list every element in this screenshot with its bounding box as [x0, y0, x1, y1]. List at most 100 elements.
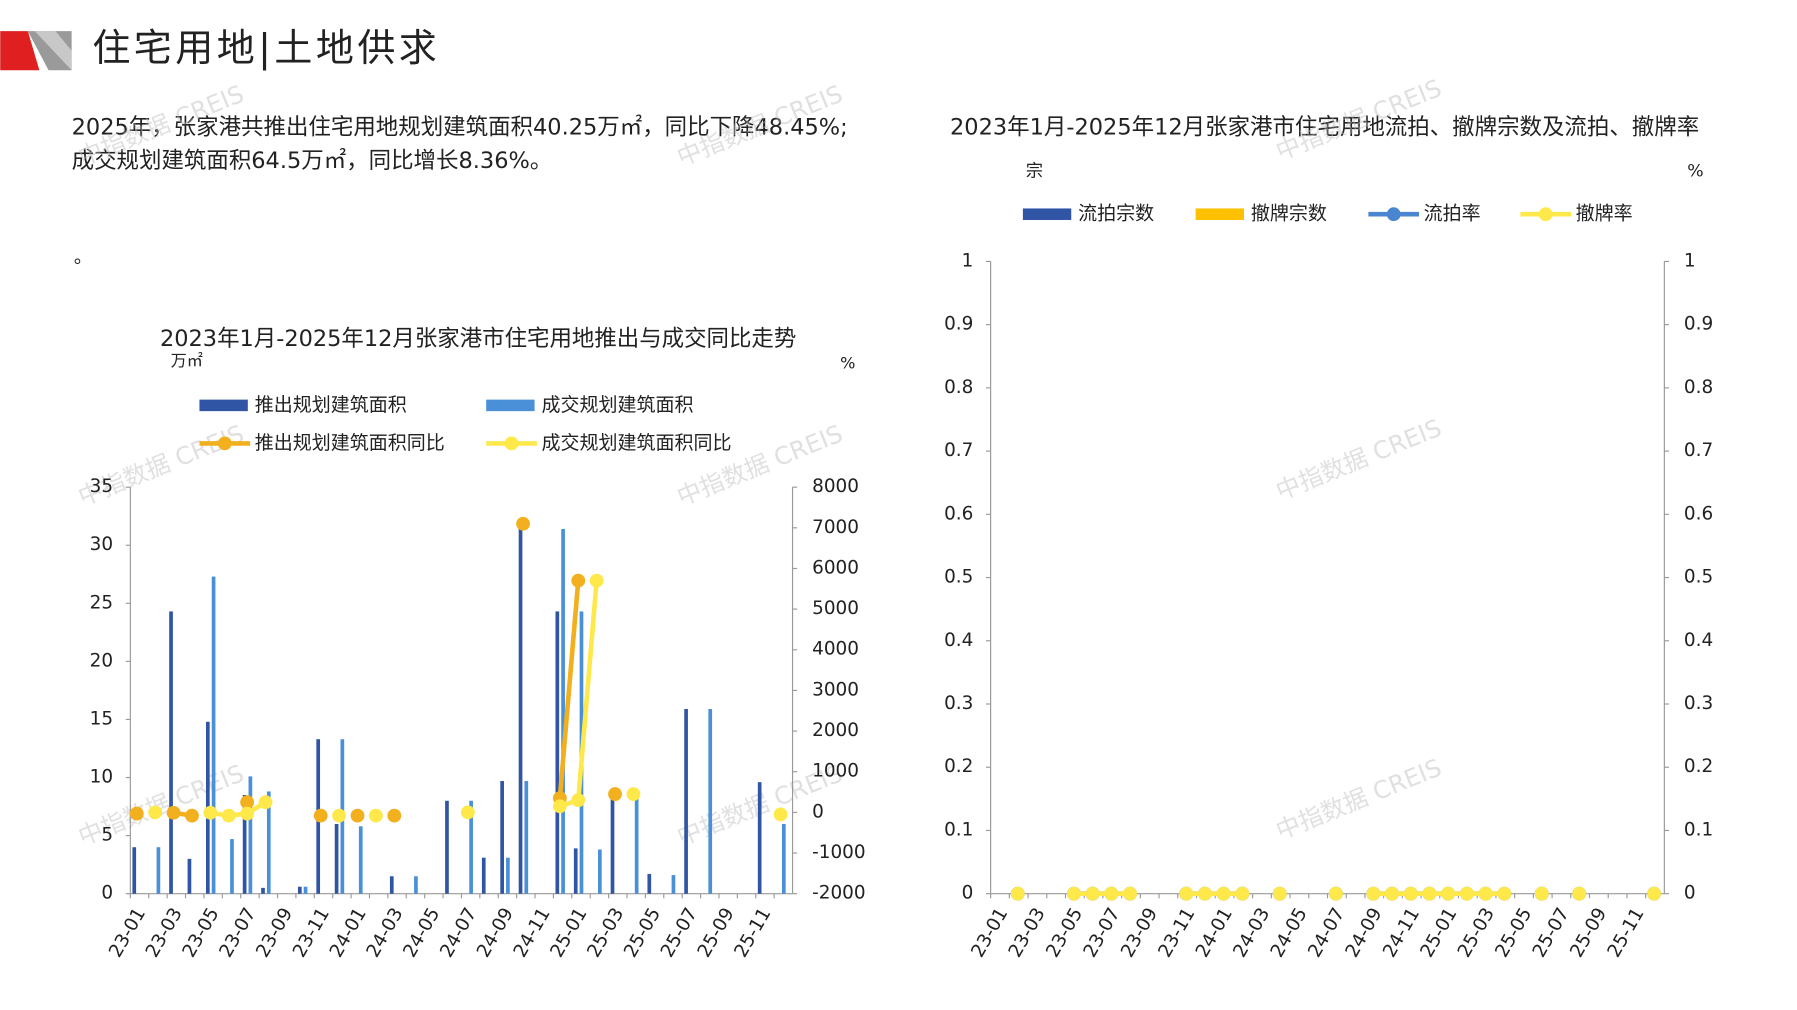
y-tick-label: 0.5: [944, 567, 973, 588]
bar: [500, 781, 504, 894]
bar: [518, 524, 523, 894]
legend-marker: [1538, 207, 1553, 222]
y-axis-unit: 宗: [1026, 162, 1043, 182]
line-point: [608, 787, 622, 801]
y-tick-label: 10: [90, 767, 113, 788]
line-point: [332, 808, 347, 823]
y-tick-label: 0.6: [944, 503, 973, 524]
legend-label: 推出规划建筑面积同比: [255, 432, 445, 454]
x-tick-label: 25-01: [1417, 904, 1462, 961]
line-point: [460, 805, 475, 820]
x-tick-label: 24-07: [1304, 904, 1349, 961]
legend-marker: [504, 436, 519, 451]
y2-axis-unit: %: [840, 353, 855, 372]
line-point: [1010, 886, 1025, 901]
bar: [708, 709, 713, 894]
y2-axis-unit: %: [1687, 162, 1703, 182]
line-point: [626, 787, 641, 801]
y2-tick-label: 0.4: [1684, 630, 1713, 651]
x-tick-label: 25-11: [731, 904, 776, 961]
bar: [187, 858, 192, 894]
line-point: [185, 808, 199, 823]
x-tick-label: 25-09: [1566, 904, 1611, 961]
line-point: [773, 807, 788, 822]
x-tick-label: 23-11: [1155, 904, 1200, 961]
legend-label: 流拍率: [1424, 203, 1481, 225]
line: [559, 580, 599, 809]
y-tick-label: 0: [101, 883, 113, 904]
line-point: [258, 795, 273, 810]
y2-tick-label: 1: [1684, 250, 1696, 271]
bar: [561, 528, 565, 894]
y2-tick-label: 4000: [812, 639, 859, 660]
x-tick-label: 24-03: [1229, 904, 1274, 961]
bar: [610, 794, 615, 894]
x-tick-label: 23-03: [1005, 904, 1050, 961]
line-point: [221, 808, 236, 823]
legend-label: 推出规划建筑面积: [255, 394, 407, 416]
x-tick-label: 25-05: [1491, 904, 1536, 961]
line-point: [1497, 886, 1512, 901]
legend-label: 撤牌率: [1576, 203, 1633, 225]
bar: [684, 709, 688, 894]
legend-marker: [1386, 207, 1401, 222]
y-tick-label: 0.7: [944, 440, 973, 461]
y2-tick-label: 0.3: [1684, 693, 1713, 714]
y-tick-label: 15: [90, 708, 113, 729]
header-title: 住宅用地|土地供求: [92, 26, 440, 71]
line-point: [1572, 886, 1587, 901]
bar: [132, 847, 137, 894]
bar: [445, 800, 449, 894]
bar: [248, 776, 253, 894]
paragraph-box: 2025年，张家港共推出住宅用地规划建筑面积40.25万㎡，同比下降48.45%…: [72, 114, 848, 174]
line-point: [203, 805, 218, 820]
bar: [555, 611, 560, 894]
line-point: [1441, 886, 1456, 901]
y2-tick-label: -1000: [812, 842, 865, 863]
line-point: [1179, 886, 1194, 901]
x-tick-label: 25-03: [1454, 904, 1499, 961]
y-tick-label: 30: [90, 534, 113, 555]
line-point: [166, 805, 181, 820]
bar: [757, 782, 762, 894]
line: [557, 580, 581, 799]
line-point: [589, 573, 604, 588]
legend-label: 成交规划建筑面积: [541, 394, 693, 416]
legend-swatch: [199, 399, 248, 412]
y-tick-label: 0.9: [944, 314, 973, 335]
y2-tick-label: 0.6: [1684, 503, 1713, 524]
y-tick-label: 0.3: [944, 693, 973, 714]
line-point: [1403, 886, 1418, 901]
y2-tick-label: 0.2: [1684, 756, 1713, 777]
bar: [303, 886, 308, 894]
y2-tick-label: 0.7: [1684, 440, 1713, 461]
line: [210, 800, 267, 818]
line-point: [571, 573, 586, 588]
y-tick-label: 1: [962, 250, 974, 271]
bar: [261, 887, 265, 894]
legend-label: 成交规划建筑面积同比: [541, 432, 731, 454]
line-point: [571, 793, 586, 808]
line-point: [387, 808, 402, 823]
bar: [242, 794, 247, 894]
bar: [781, 823, 786, 894]
y2-tick-label: -2000: [812, 883, 865, 904]
line-point: [1085, 886, 1100, 901]
bar: [598, 849, 602, 894]
line-point: [129, 806, 144, 821]
x-tick-label: 23-01: [967, 904, 1012, 961]
bar: [524, 781, 529, 894]
line-point: [350, 808, 365, 823]
line-point: [1478, 886, 1493, 901]
x-tick-label: 25-11: [1604, 904, 1649, 961]
bar: [389, 876, 394, 894]
line-point: [313, 808, 328, 823]
line-point: [240, 795, 255, 810]
bar: [671, 875, 676, 894]
bar: [334, 823, 339, 894]
line-point: [1272, 886, 1287, 901]
y2-tick-label: 6000: [812, 557, 859, 578]
line-point: [1534, 886, 1549, 901]
chart-title: 2023年1月-2025年12月张家港市住宅用地流拍、撤牌宗数及流拍、撤牌率: [950, 114, 1700, 141]
